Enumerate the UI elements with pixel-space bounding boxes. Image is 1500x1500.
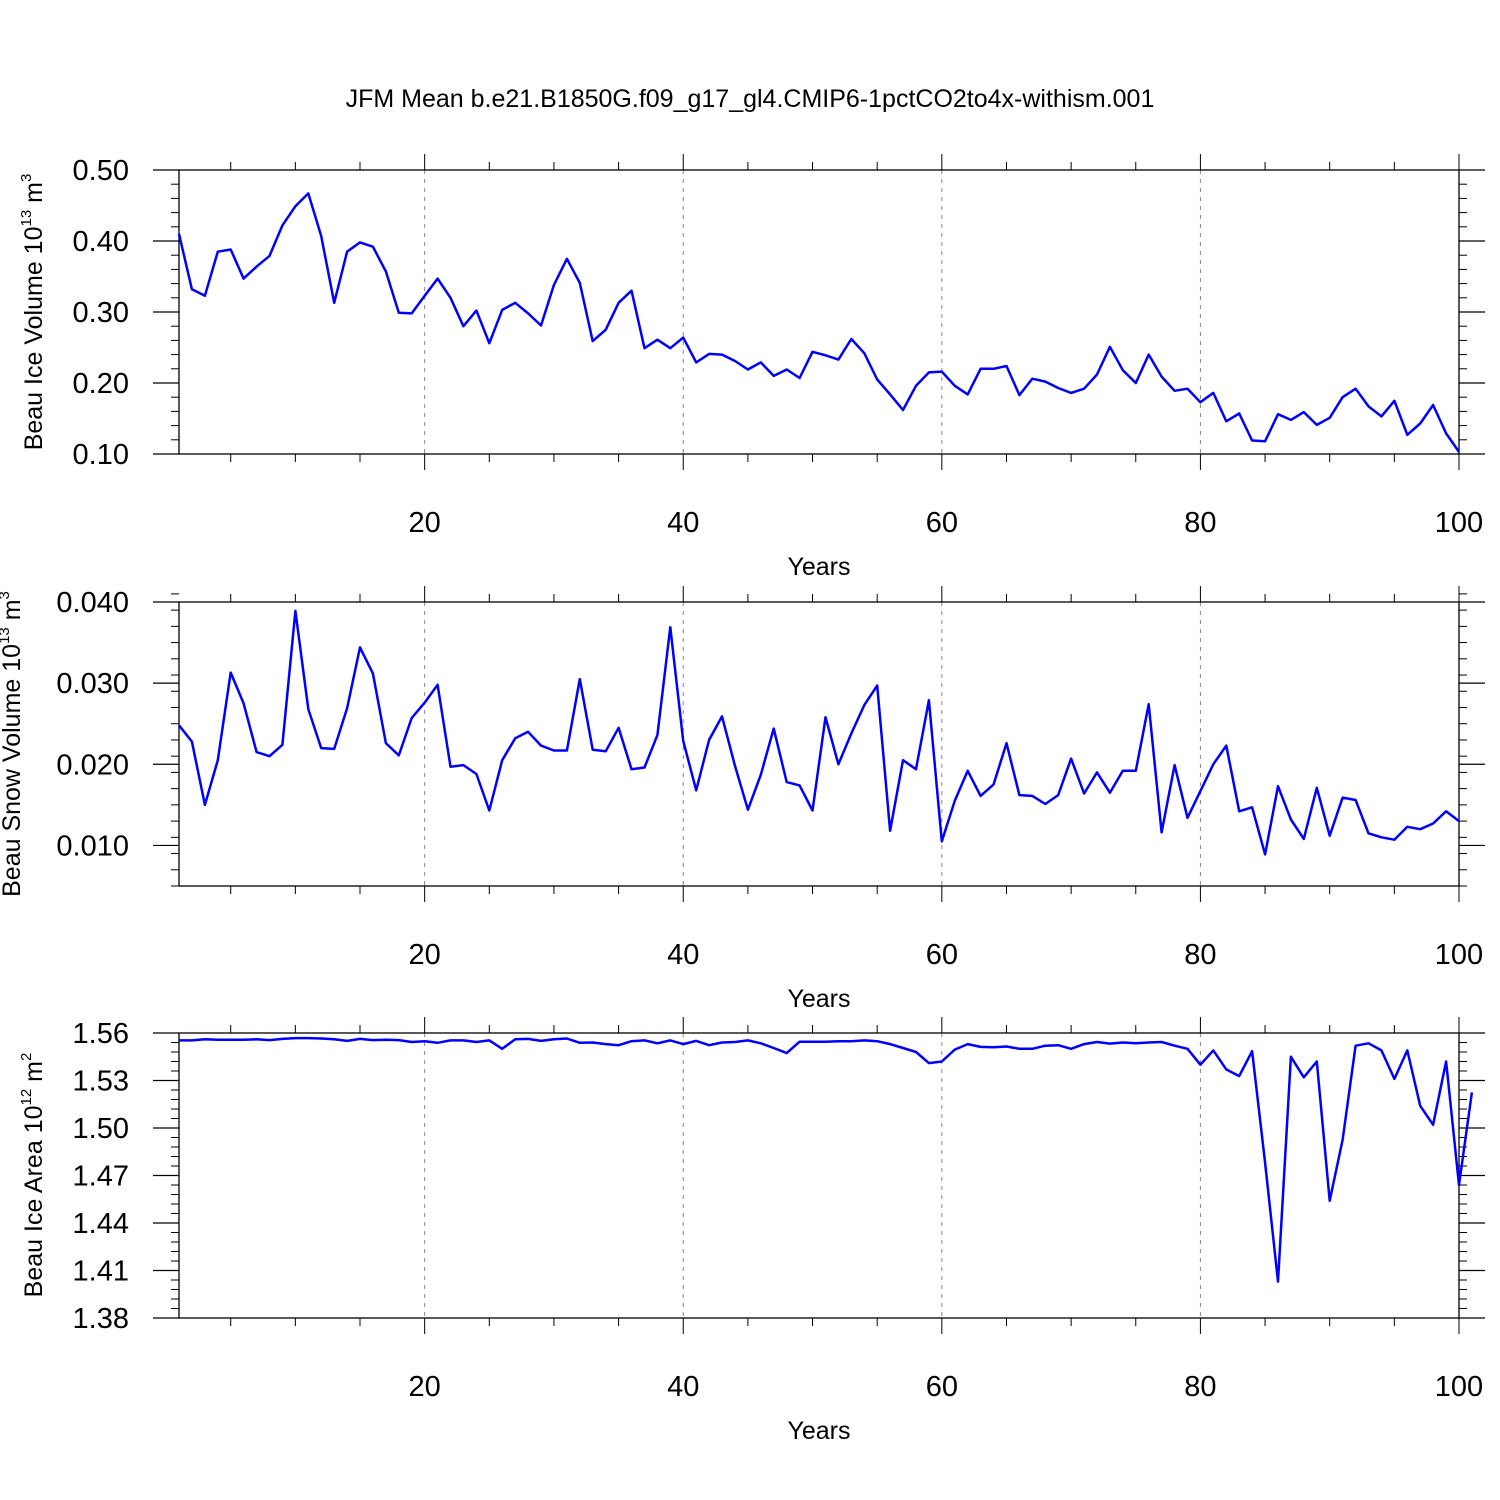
y-axis-title-superscript: 13 bbox=[0, 627, 13, 644]
x-tick-label: 60 bbox=[926, 507, 958, 539]
y-axis-title: Beau Ice Volume 1013 m3 bbox=[18, 174, 48, 451]
plot-frame bbox=[178, 601, 1460, 887]
y-tick-label: 1.41 bbox=[73, 1256, 129, 1288]
y-tick-label: 1.47 bbox=[73, 1161, 129, 1193]
y-tick-label: 0.030 bbox=[56, 668, 129, 700]
y-axis-title-part: Beau Snow Volume 10 bbox=[0, 644, 26, 897]
y-axis-title-part: m bbox=[20, 1061, 48, 1089]
y-axis-title-part: Beau Ice Area 10 bbox=[20, 1106, 48, 1298]
chart-panel-1: 20 40 60 80 100 0.10 0.20 0.30 0.40 0.50 Years Beau… bbox=[18, 154, 1485, 581]
x-axis-title: Years bbox=[787, 553, 850, 581]
chart-panel-3: 20 40 60 80 100 1.38 1.41 1.44 1.47 1.50 1.53 1.56 Y… bbox=[18, 1017, 1485, 1445]
y-tick-label: 0.30 bbox=[73, 297, 129, 329]
y-axis-title-superscript: 3 bbox=[18, 174, 35, 182]
x-axis-title: Years bbox=[787, 1417, 850, 1445]
x-tick-label: 20 bbox=[409, 1371, 441, 1403]
y-axis-title-superscript: 2 bbox=[18, 1053, 35, 1061]
y-axis-title-part: m bbox=[0, 599, 26, 627]
y-axis-title-superscript: 13 bbox=[18, 210, 35, 227]
series-line bbox=[178, 609, 1460, 856]
y-tick-label: 0.010 bbox=[56, 830, 129, 862]
x-tick-label: 100 bbox=[1435, 507, 1483, 539]
y-axis-title-part: Beau Ice Volume 10 bbox=[20, 227, 48, 451]
y-tick-label: 0.20 bbox=[73, 368, 129, 400]
x-tick-label: 40 bbox=[667, 507, 699, 539]
y-tick-label: 1.38 bbox=[73, 1303, 129, 1335]
x-tick-label: 80 bbox=[1184, 939, 1216, 971]
y-tick-label: 1.56 bbox=[73, 1018, 129, 1050]
x-axis-title: Years bbox=[787, 985, 850, 1013]
series-line bbox=[177, 192, 1461, 453]
x-tick-label: 60 bbox=[926, 1371, 958, 1403]
x-tick-label: 60 bbox=[926, 939, 958, 971]
x-tick-label: 40 bbox=[667, 1371, 699, 1403]
chart-panel-2: 20 40 60 80 100 0.010 0.020 0.030 0.040 Years Beau… bbox=[0, 586, 1485, 1013]
y-tick-label: 1.44 bbox=[73, 1208, 129, 1240]
chart-title: JFM Mean b.e21.B1850G.f09_g17_gl4.CMIP6-… bbox=[346, 85, 1155, 113]
x-tick-label: 20 bbox=[409, 939, 441, 971]
series-line bbox=[179, 1036, 1474, 1283]
y-tick-label: 0.50 bbox=[73, 155, 129, 187]
y-tick-label: 0.40 bbox=[73, 226, 129, 258]
y-axis-title: Beau Ice Area 1012 m2 bbox=[18, 1053, 48, 1298]
plot-frame bbox=[178, 169, 1460, 455]
x-tick-label: 80 bbox=[1184, 507, 1216, 539]
y-tick-label: 1.50 bbox=[73, 1113, 129, 1145]
y-axis-title-superscript: 12 bbox=[18, 1089, 35, 1106]
x-tick-label: 20 bbox=[409, 507, 441, 539]
x-tick-label: 40 bbox=[667, 939, 699, 971]
y-tick-label: 0.040 bbox=[56, 587, 129, 619]
x-tick-label: 80 bbox=[1184, 1371, 1216, 1403]
y-tick-label: 1.53 bbox=[73, 1066, 129, 1098]
x-tick-label: 100 bbox=[1435, 1371, 1483, 1403]
y-tick-label: 0.10 bbox=[73, 439, 129, 471]
y-axis-title-part: m bbox=[20, 182, 48, 210]
x-tick-label: 100 bbox=[1435, 939, 1483, 971]
y-axis-title-superscript: 3 bbox=[0, 591, 13, 599]
y-axis-title: Beau Snow Volume 1013 m3 bbox=[0, 591, 26, 897]
y-tick-label: 0.020 bbox=[56, 749, 129, 781]
